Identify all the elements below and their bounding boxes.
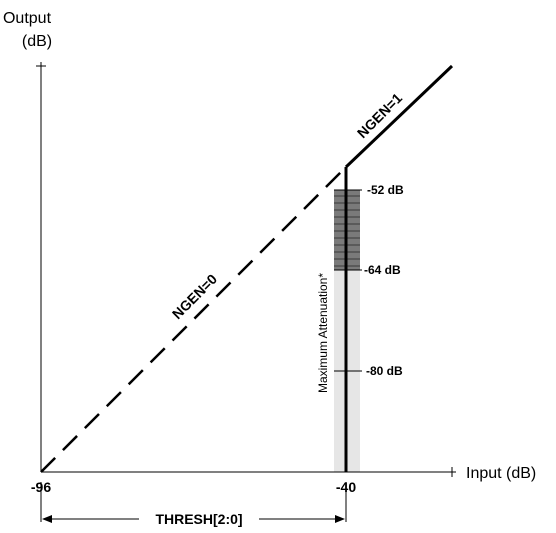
thresh-label: THRESH[2:0] bbox=[155, 511, 242, 527]
x-axis-label: Input (dB) bbox=[466, 465, 536, 482]
ngen0-label: NGEN=0 bbox=[169, 271, 220, 322]
ngen1-line bbox=[344, 64, 454, 169]
y-axis-label-line2: (dB) bbox=[22, 33, 52, 50]
attenuation-label: Maximum Attenuation* bbox=[316, 273, 330, 393]
y-axis-label-line1: Output bbox=[3, 10, 52, 27]
level-label-52: -52 dB bbox=[367, 183, 404, 197]
level-label-64: -64 dB bbox=[364, 263, 401, 277]
x-tick-label-left: -96 bbox=[31, 479, 51, 495]
x-tick-label-right: -40 bbox=[336, 479, 356, 495]
ngen0-dashed-line bbox=[40, 166, 347, 473]
level-label-80: -80 dB bbox=[366, 364, 403, 378]
